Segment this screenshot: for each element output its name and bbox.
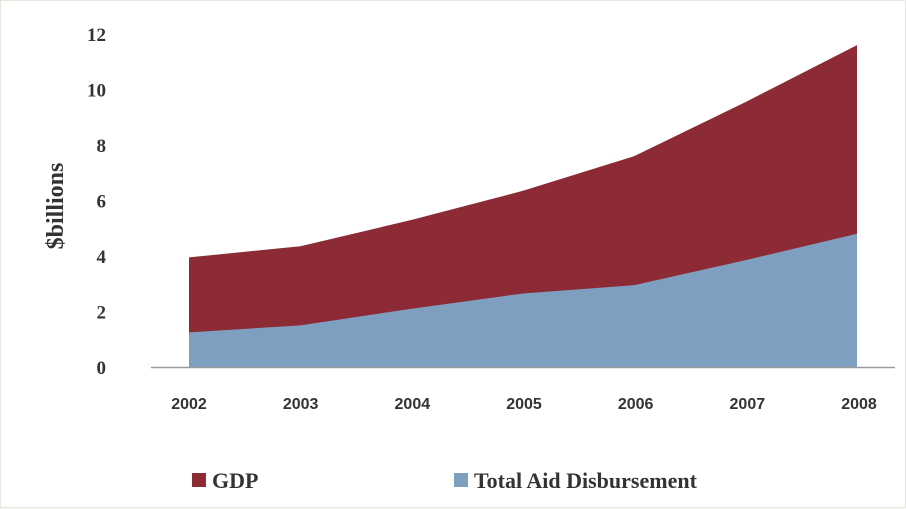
legend-label-total-aid-disbursement: Total Aid Disbursement xyxy=(474,468,698,493)
legend-swatch-gdp xyxy=(192,473,206,487)
legend-swatch-total-aid-disbursement xyxy=(454,473,468,487)
y-tick-label: 12 xyxy=(87,25,106,46)
x-tick-label: 2003 xyxy=(283,396,319,413)
area-total-aid-disbursement xyxy=(189,233,857,367)
y-axis-label: $billions xyxy=(43,163,69,250)
plot-areas xyxy=(189,45,857,367)
x-tick-labels: 2002 2003 2004 2005 2006 2007 2008 xyxy=(171,396,877,413)
x-tick-label: 2006 xyxy=(618,396,654,413)
x-tick-label: 2007 xyxy=(730,396,766,413)
legend-label-gdp: GDP xyxy=(212,468,258,493)
y-tick-label: 10 xyxy=(87,81,106,102)
y-tick-label: 2 xyxy=(97,303,107,324)
y-tick-label: 8 xyxy=(97,136,107,157)
legend: GDP Total Aid Disbursement xyxy=(192,468,698,493)
y-tick-label: 6 xyxy=(97,192,107,213)
x-tick-label: 2008 xyxy=(841,396,877,413)
y-tick-label: 4 xyxy=(97,247,107,268)
x-tick-label: 2005 xyxy=(506,396,542,413)
x-tick-label: 2002 xyxy=(171,396,207,413)
x-tick-label: 2004 xyxy=(395,396,431,413)
y-tick-label: 0 xyxy=(97,358,107,379)
y-tick-labels: 0 2 4 6 8 10 12 xyxy=(87,25,107,379)
